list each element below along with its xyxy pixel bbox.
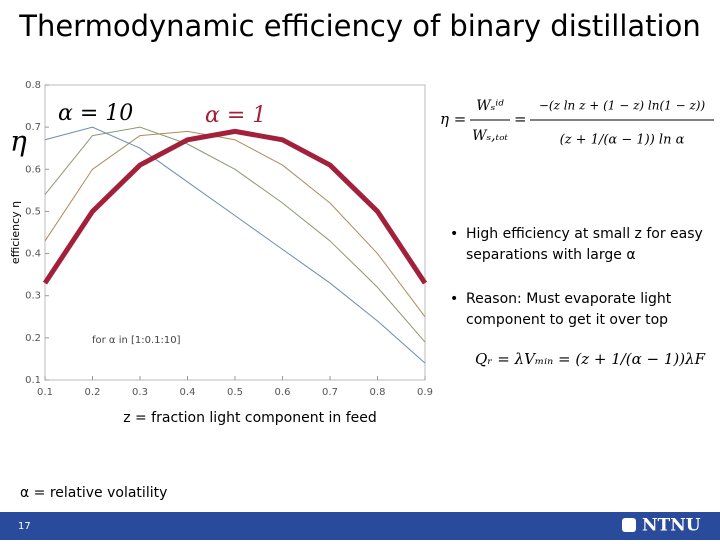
formula-den: Wₛ,ₜₒₜ xyxy=(472,128,508,144)
x-tick-label: 0.4 xyxy=(180,387,196,398)
bullet-box: High efficiency at small z for easy sepa… xyxy=(466,226,703,263)
y-tick-label: 0.6 xyxy=(25,164,41,175)
formula-eq: = xyxy=(514,110,527,128)
annotation: η xyxy=(10,125,27,158)
y-tick-label: 0.7 xyxy=(25,122,41,133)
y-tick-label: 0.2 xyxy=(25,333,41,344)
x-tick-label: 0.6 xyxy=(275,387,291,398)
bullet-box: Reason: Must evaporate light component t… xyxy=(466,291,672,328)
y-tick-label: 0.5 xyxy=(25,206,41,217)
formula-num: −(z ln z + (1 − z) ln(1 − z)) xyxy=(539,99,706,113)
y-tick-label: 0.4 xyxy=(25,249,41,260)
x-tick-label: 0.8 xyxy=(370,387,386,398)
note: z = fraction light component in feed xyxy=(123,410,377,426)
y-tick-label: 0.8 xyxy=(25,80,41,91)
bullet-dot: • xyxy=(450,291,458,307)
footer-bar xyxy=(0,512,720,540)
bullet-dot: • xyxy=(450,226,458,242)
series-line xyxy=(44,126,426,364)
series-line xyxy=(44,130,426,318)
logo: NTNU xyxy=(642,516,701,536)
bullet: High efficiency at small z for easy sepa… xyxy=(466,226,703,263)
series-line xyxy=(42,128,428,285)
page-number: 17 xyxy=(18,521,31,532)
series-label: α = 10 xyxy=(58,101,133,126)
formula: Qᵣ = λVₘᵢₙ = (z + 1/(α − 1))λF xyxy=(475,350,706,368)
annotation: for α in [1:0.1:10] xyxy=(92,335,181,346)
x-tick-label: 0.9 xyxy=(417,387,433,398)
x-tick-label: 0.7 xyxy=(322,387,338,398)
series-line xyxy=(44,126,426,343)
formula-den: (z + 1/(α − 1)) ln α xyxy=(560,133,685,148)
y-tick-label: 0.3 xyxy=(25,291,41,302)
x-tick-label: 0.5 xyxy=(227,387,243,398)
x-tick-label: 0.1 xyxy=(37,387,53,398)
y-axis-label: efficiency η xyxy=(9,201,22,264)
slide-title: Thermodynamic efficiency of binary disti… xyxy=(18,9,701,43)
bullet: Reason: Must evaporate light component t… xyxy=(466,291,672,328)
formula-num: Wₛⁱᵈ xyxy=(476,98,504,114)
formula-lhs: η = xyxy=(440,110,466,128)
logo-icon xyxy=(622,518,636,532)
x-tick-label: 0.3 xyxy=(132,387,148,398)
series-label: α = 1 xyxy=(205,103,266,128)
note: α = relative volatility xyxy=(20,485,167,501)
x-tick-label: 0.2 xyxy=(85,387,101,398)
y-tick-label: 0.1 xyxy=(25,375,41,386)
plot: 0.1 0.2 0.3 0.4 0.5 0.6 0.7 0.8 0.1 0.2 0.3 0.4 0.5 0… xyxy=(9,80,433,398)
